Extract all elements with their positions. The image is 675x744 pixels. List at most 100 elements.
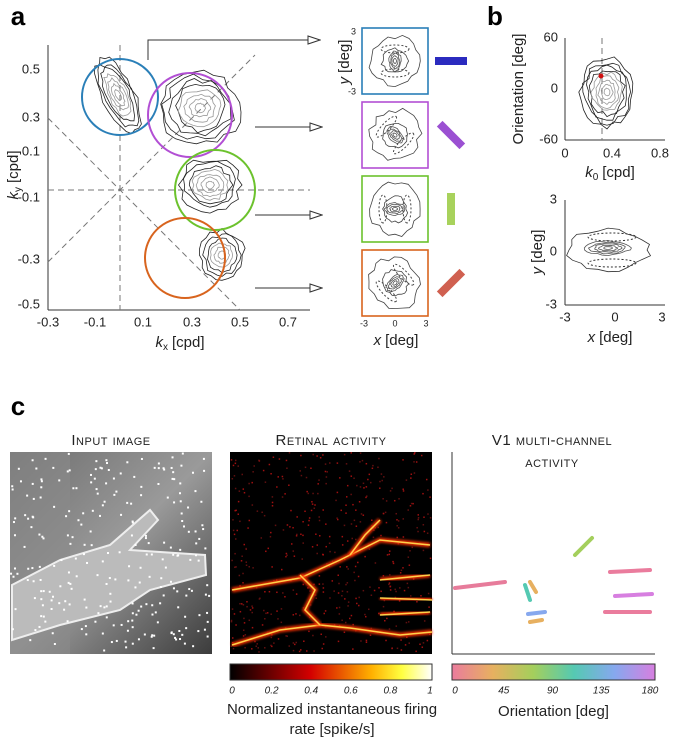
noise-pixel <box>40 478 43 481</box>
contour <box>587 232 637 242</box>
spike-pixel <box>334 551 336 554</box>
noise-pixel <box>67 581 70 584</box>
spike-pixel <box>382 575 385 577</box>
noise-pixel <box>180 464 183 467</box>
spike-pixel <box>380 473 383 475</box>
x-axis-label: x [deg] <box>587 329 633 346</box>
activity-trace <box>231 539 431 591</box>
noise-pixel <box>40 590 43 593</box>
spike-pixel <box>378 587 380 589</box>
spike-pixel <box>339 477 341 479</box>
noise-pixel <box>131 520 134 523</box>
spike-pixel <box>312 634 314 637</box>
noise-pixel <box>107 468 110 471</box>
spike-pixel <box>355 538 357 541</box>
spike-pixel <box>425 478 428 481</box>
spike-pixel <box>347 605 349 607</box>
contour <box>161 73 235 140</box>
noise-pixel <box>194 530 197 533</box>
spike-pixel <box>346 582 349 584</box>
spike-pixel <box>237 500 240 503</box>
spike-pixel <box>359 486 362 488</box>
spike-pixel <box>365 496 367 499</box>
noise-pixel <box>172 471 175 474</box>
spike-pixel <box>344 621 347 624</box>
contour <box>586 64 627 121</box>
spike-pixel <box>248 482 250 485</box>
inset-frame <box>361 101 429 169</box>
spike-pixel <box>359 452 362 454</box>
spike-pixel <box>393 610 395 613</box>
spike-pixel <box>251 611 253 614</box>
noise-pixel <box>181 452 184 455</box>
noise-pixel <box>83 543 86 546</box>
noise-pixel <box>201 524 204 527</box>
spike-pixel <box>265 550 267 553</box>
spike-pixel <box>379 480 381 483</box>
spike-pixel <box>269 535 272 538</box>
spike-pixel <box>309 604 312 606</box>
spike-pixel <box>257 647 259 649</box>
noise-pixel <box>12 575 15 578</box>
contour <box>388 50 402 73</box>
noise-pixel <box>163 541 166 544</box>
noise-pixel <box>60 559 63 562</box>
label-unit: [cpd] <box>5 150 22 183</box>
panel-label: a <box>11 1 26 31</box>
noise-pixel <box>105 616 108 619</box>
noise-pixel <box>94 620 97 623</box>
label-unit: [cpd] <box>172 334 205 351</box>
noise-pixel <box>11 485 14 488</box>
contour <box>392 132 415 155</box>
contour <box>391 55 399 67</box>
noise-pixel <box>163 468 166 471</box>
contour <box>202 233 242 277</box>
spike-pixel <box>388 628 391 630</box>
spike-pixel <box>308 519 310 522</box>
spike-pixel <box>410 595 412 597</box>
spike-pixel <box>364 613 366 616</box>
spike-pixel <box>242 635 245 637</box>
y-tick-label: 0.5 <box>22 61 40 76</box>
spike-pixel <box>234 487 237 490</box>
noise-pixel <box>40 615 43 618</box>
hand <box>11 508 208 642</box>
noise-pixel <box>72 487 75 490</box>
spike-pixel <box>337 592 340 594</box>
spike-pixel <box>388 583 390 586</box>
spike-pixel <box>392 560 394 563</box>
spike-pixel <box>388 582 391 584</box>
label-symbol: k <box>5 191 22 200</box>
contour <box>390 52 401 69</box>
spike-pixel <box>274 524 277 527</box>
noise-pixel <box>105 482 108 485</box>
spike-pixel <box>410 473 413 476</box>
spike-pixel <box>311 503 314 505</box>
filter-circle <box>147 72 233 158</box>
noise-pixel <box>110 641 113 644</box>
contour <box>387 276 402 290</box>
noise-pixel <box>96 574 99 577</box>
noise-pixel <box>144 537 147 540</box>
spike-pixel <box>356 484 358 487</box>
label-subscript: y <box>13 187 24 192</box>
spike-pixel <box>296 533 298 536</box>
label-subscript: 0 <box>593 172 599 183</box>
contour <box>382 269 410 297</box>
noise-pixel <box>75 575 78 578</box>
spike-pixel <box>341 544 344 546</box>
spike-pixel <box>270 613 272 615</box>
y-axis-label: ky [cpd] <box>5 150 24 199</box>
spike-pixel <box>336 462 339 464</box>
noise-pixel <box>127 579 130 582</box>
noise-pixel <box>162 594 165 597</box>
noise-pixel <box>93 477 96 480</box>
spike-pixel <box>271 645 273 648</box>
spike-pixel <box>286 467 288 469</box>
y-axis-label: y [deg] <box>529 230 546 276</box>
y-tick-label: -0.5 <box>18 296 40 311</box>
spike-pixel <box>239 602 241 605</box>
label-unit: [deg] <box>385 332 418 349</box>
orientation-colorbar-label: Orientation [deg] <box>498 703 609 720</box>
